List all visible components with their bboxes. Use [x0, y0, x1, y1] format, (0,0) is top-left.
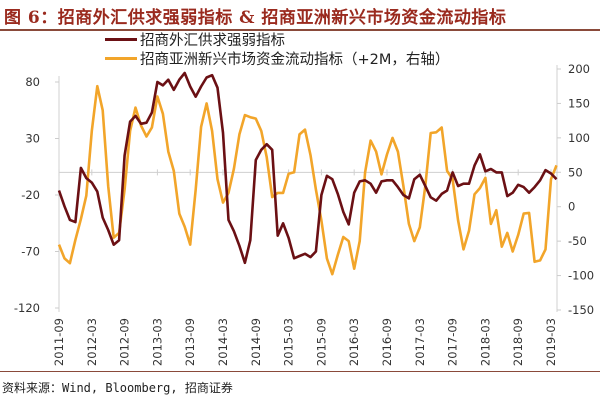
legend-label-fx: 招商外汇供求强弱指标: [140, 33, 285, 49]
left-tick-label: 30: [25, 132, 40, 146]
legend-item-fx: 招商外汇供求强弱指标: [105, 30, 449, 49]
left-tick-label: -120: [14, 301, 40, 315]
x-tick-label: 2017-03: [413, 318, 427, 366]
legend: 招商外汇供求强弱指标 招商亚洲新兴市场资金流动指标（+2M，右轴）: [105, 30, 449, 68]
series-line-fx-indicator: [57, 71, 558, 265]
right-tick-label: 200: [568, 62, 590, 76]
legend-swatch-fx: [105, 38, 137, 41]
x-tick-label: 2014-09: [249, 318, 263, 366]
x-tick-label: 2011-09: [52, 318, 66, 366]
x-tick-label: 2018-09: [511, 318, 525, 366]
source-note: 资料来源：Wind, Bloomberg, 招商证券: [2, 381, 233, 395]
series-line-capital-flows: [57, 84, 558, 276]
x-tick-label: 2019-03: [544, 318, 558, 366]
x-tick-label: 2016-09: [380, 318, 394, 366]
title-divider: [0, 29, 600, 31]
x-tick-label: 2016-03: [347, 318, 361, 366]
source-divider: [0, 371, 600, 372]
x-tick-label: 2014-03: [216, 318, 230, 366]
x-tick-label: 2013-03: [150, 318, 164, 366]
right-tick-label: 100: [568, 131, 590, 145]
x-tick-label: 2018-03: [478, 318, 492, 366]
right-tick-label: 0: [568, 200, 575, 214]
x-tick-label: 2012-09: [118, 318, 132, 366]
chart-title: 图 6：招商外汇供求强弱指标 & 招商亚洲新兴市场资金流动指标: [4, 8, 507, 28]
x-tick-label: 2012-03: [85, 318, 99, 366]
left-tick-label: -20: [21, 188, 40, 202]
x-tick-label: 2015-09: [314, 318, 328, 366]
right-tick-label: 150: [568, 96, 590, 110]
x-tick-label: 2013-09: [183, 318, 197, 366]
x-tick-label: 2017-09: [446, 318, 460, 366]
legend-swatch-flows: [105, 57, 137, 60]
legend-label-flows: 招商亚洲新兴市场资金流动指标（+2M，右轴）: [140, 52, 450, 68]
left-tick-label: -70: [21, 245, 40, 259]
legend-item-flows: 招商亚洲新兴市场资金流动指标（+2M，右轴）: [105, 49, 449, 68]
x-tick-label: 2015-03: [282, 318, 296, 366]
right-tick-label: -150: [568, 303, 594, 317]
right-tick-label: 50: [568, 165, 583, 179]
right-tick-label: -50: [568, 234, 587, 248]
right-tick-label: -100: [568, 269, 594, 283]
left-tick-label: 80: [25, 75, 40, 89]
